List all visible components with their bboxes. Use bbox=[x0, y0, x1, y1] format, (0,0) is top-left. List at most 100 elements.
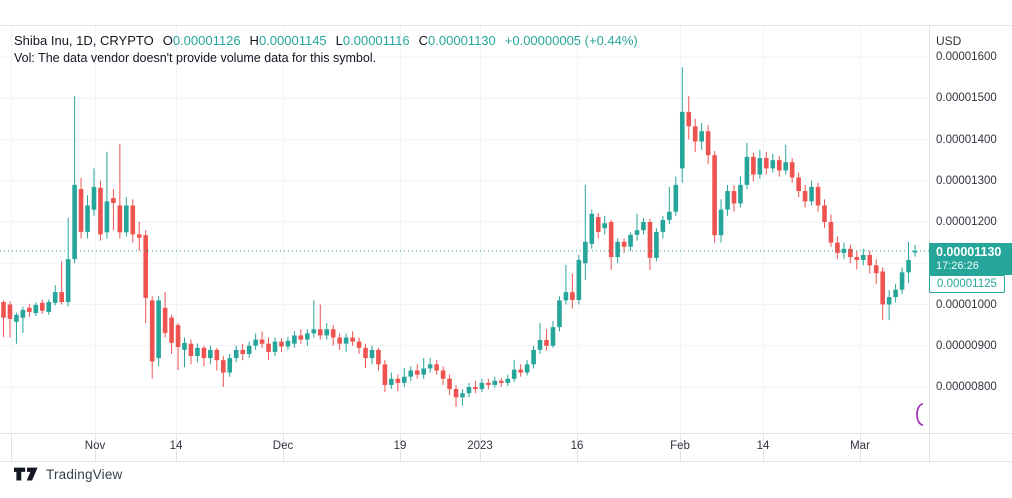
candle-up bbox=[408, 370, 414, 377]
candle-down bbox=[712, 155, 717, 236]
candle-down bbox=[544, 339, 549, 346]
candle-down bbox=[473, 387, 478, 390]
candle-up bbox=[602, 223, 608, 229]
candle-down bbox=[440, 370, 446, 379]
price-change: +0.00000005 (+0.44%) bbox=[504, 33, 638, 48]
candle-down bbox=[867, 255, 873, 266]
low-label: L bbox=[335, 33, 343, 48]
price-tick-label: 0.00001000 bbox=[936, 298, 997, 311]
candle-down bbox=[136, 234, 142, 238]
candle-up bbox=[195, 347, 200, 357]
candle-up bbox=[253, 339, 258, 346]
price-tick-label: 0.00001600 bbox=[936, 51, 997, 63]
candle-up bbox=[679, 111, 685, 169]
candle-down bbox=[796, 177, 801, 192]
candle-up bbox=[550, 327, 556, 346]
candle-up bbox=[343, 337, 349, 344]
candle-down bbox=[143, 235, 149, 298]
candle-up bbox=[369, 349, 375, 359]
candle-down bbox=[363, 347, 368, 359]
candle-up bbox=[738, 184, 743, 204]
candle-down bbox=[162, 307, 168, 333]
tradingview-logo-icon bbox=[14, 467, 38, 481]
candle-down bbox=[595, 217, 601, 232]
candle-up bbox=[479, 382, 485, 390]
low-value: 0.00001116 bbox=[342, 33, 410, 48]
candle-down bbox=[395, 378, 401, 383]
candle-up bbox=[906, 259, 911, 273]
candle-down bbox=[27, 307, 32, 312]
candle-down bbox=[705, 131, 711, 156]
candle-up bbox=[46, 302, 52, 312]
countdown-timer: 17:26:26 bbox=[936, 259, 979, 272]
candle-down bbox=[169, 317, 174, 343]
candle-down bbox=[621, 241, 627, 247]
time-axis-label: 14 bbox=[169, 440, 183, 452]
price-axis[interactable]: USD 0.00001130 17:26:26 0.00001125 0.000… bbox=[929, 25, 1012, 433]
footer-brand[interactable]: TradingView bbox=[14, 467, 123, 482]
candle-up bbox=[641, 222, 646, 231]
candle-down bbox=[201, 347, 207, 359]
candle-up bbox=[809, 186, 814, 202]
candle-up bbox=[860, 255, 866, 260]
candle-down bbox=[848, 248, 853, 258]
price-tick-label: 0.00000800 bbox=[936, 381, 997, 393]
candle-up bbox=[460, 393, 465, 398]
volume-message: Vol: The data vendor doesn't provide vol… bbox=[14, 51, 377, 65]
candle-up bbox=[305, 333, 310, 340]
symbol-title[interactable]: Shiba Inu, 1D, CRYPTO bbox=[14, 33, 154, 48]
candle-down bbox=[111, 198, 116, 204]
ohlc-close: C0.00001130 bbox=[419, 33, 496, 48]
candle-up bbox=[91, 186, 97, 210]
candle-down bbox=[692, 126, 698, 142]
candle-down bbox=[39, 302, 45, 311]
candle-up bbox=[246, 345, 252, 354]
candle-up bbox=[615, 241, 620, 258]
candle-down bbox=[854, 257, 860, 260]
candle-down bbox=[298, 335, 304, 340]
candle-up bbox=[886, 297, 892, 305]
symbol-header: Shiba Inu, 1D, CRYPTO O0.00001126 H0.000… bbox=[14, 33, 638, 48]
candle-down bbox=[873, 265, 879, 274]
candle-down bbox=[376, 349, 381, 365]
candle-up bbox=[557, 300, 562, 328]
candle-down bbox=[414, 370, 420, 375]
candle-up bbox=[634, 230, 640, 235]
candle-up bbox=[673, 184, 679, 212]
candle-up bbox=[744, 156, 750, 185]
last-price-value: 0.00001130 bbox=[936, 244, 1002, 259]
candle-down bbox=[828, 222, 834, 243]
candle-up bbox=[104, 201, 110, 233]
candle-up bbox=[628, 234, 633, 247]
candle-up bbox=[505, 378, 511, 383]
time-axis-label: Feb bbox=[670, 440, 690, 452]
candle-down bbox=[59, 292, 64, 303]
time-axis-label: 2023 bbox=[467, 440, 493, 452]
time-axis-label: 16 bbox=[570, 440, 584, 452]
candle-up bbox=[699, 131, 704, 142]
time-axis[interactable]: Nov 14 Dec 19 2023 16 Feb 14 Mar bbox=[0, 433, 929, 461]
candle-down bbox=[802, 191, 808, 202]
candle-down bbox=[835, 242, 840, 253]
candle-down bbox=[175, 325, 181, 347]
candle-up bbox=[466, 387, 472, 394]
candle-down bbox=[498, 380, 504, 383]
candle-down bbox=[259, 339, 265, 344]
candle-down bbox=[453, 389, 459, 398]
candle-down bbox=[7, 304, 13, 319]
candle-up bbox=[33, 304, 39, 314]
candle-up bbox=[899, 272, 905, 290]
candle-down bbox=[317, 329, 323, 336]
candle-up bbox=[757, 158, 763, 175]
chart-pane[interactable] bbox=[0, 25, 929, 433]
candle-up bbox=[524, 364, 530, 373]
currency-label: USD bbox=[936, 34, 962, 48]
candle-up bbox=[402, 376, 407, 383]
close-label: C bbox=[418, 33, 429, 48]
candle-down bbox=[686, 111, 692, 127]
candle-up bbox=[660, 219, 666, 232]
candle-down bbox=[608, 222, 614, 258]
candle-down bbox=[776, 160, 782, 171]
price-tick-label: 0.00001300 bbox=[936, 174, 997, 187]
